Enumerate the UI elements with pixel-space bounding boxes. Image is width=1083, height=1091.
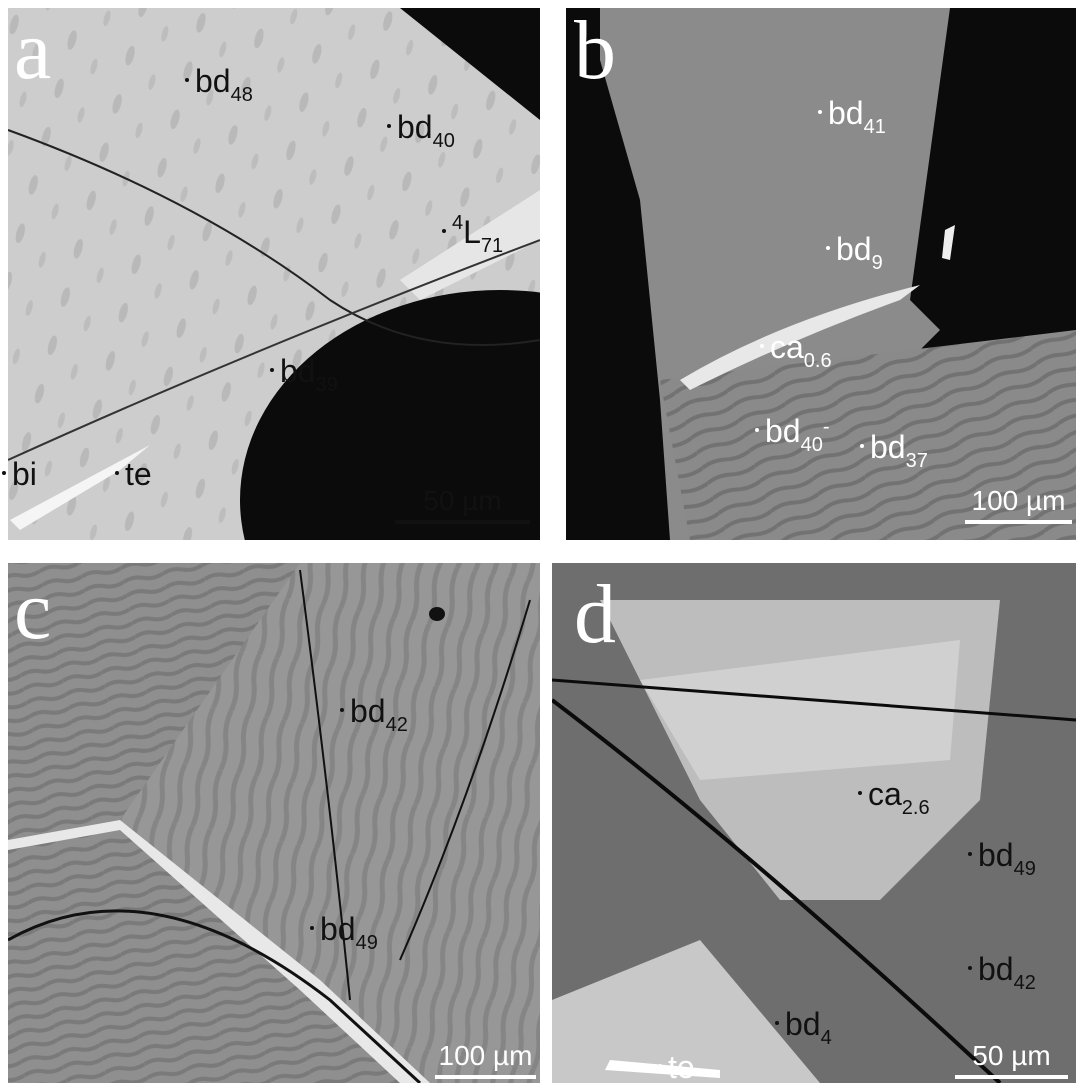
point-marker — [387, 124, 391, 128]
point-marker — [185, 78, 189, 82]
label-superscript: - — [823, 416, 830, 438]
panel-letter: c — [14, 564, 51, 657]
scale-bar — [435, 1075, 536, 1079]
label-subscript: 40 — [801, 434, 823, 456]
label-base: ca — [770, 329, 804, 365]
label-base: te — [125, 456, 152, 492]
panel-letter: a — [14, 4, 51, 97]
label-subscript: 42 — [1014, 972, 1036, 994]
panel-letter: b — [574, 4, 616, 97]
panel-d-image — [552, 563, 1076, 1083]
label-base: ca — [868, 776, 902, 812]
label-base: bd — [836, 231, 872, 267]
label-subscript: 9 — [872, 252, 883, 274]
label-base: bd — [280, 353, 316, 389]
label-subscript: 40 — [433, 130, 455, 152]
phase-label: te — [668, 1049, 695, 1085]
point-marker — [115, 471, 119, 475]
scale-label: 50 µm — [972, 1040, 1050, 1071]
point-marker — [760, 344, 764, 348]
label-base: bd — [397, 109, 433, 145]
point-marker — [968, 966, 972, 970]
label-subscript: 0.6 — [804, 350, 832, 372]
label-base: bd — [978, 837, 1014, 873]
label-base: bd — [350, 693, 386, 729]
point-marker — [442, 229, 446, 233]
point-marker — [818, 110, 822, 114]
label-base: bd — [195, 63, 231, 99]
label-subscript: 37 — [906, 450, 928, 472]
point-marker — [860, 444, 864, 448]
label-base: bd — [765, 413, 801, 449]
panel-b-image — [566, 8, 1076, 540]
point-marker — [270, 368, 274, 372]
label-base: bd — [828, 95, 864, 131]
scale-bar — [965, 520, 1072, 524]
scale-label: 50 µm — [423, 485, 501, 516]
label-subscript: 49 — [1014, 858, 1036, 880]
label-subscript: 39 — [316, 374, 338, 396]
scale-bar — [955, 1075, 1068, 1079]
label-subscript: 71 — [481, 235, 503, 257]
label-base: bd — [320, 911, 356, 947]
point-marker — [310, 926, 314, 930]
label-subscript: 4 — [821, 1027, 832, 1049]
label-superscript: 4 — [452, 212, 463, 234]
point-marker — [755, 428, 759, 432]
scale-label: 100 µm — [439, 1040, 533, 1071]
label-base: bd — [870, 429, 906, 465]
panel-c-image — [8, 563, 540, 1083]
label-base: L — [463, 214, 481, 250]
point-marker — [2, 471, 6, 475]
label-subscript: 41 — [864, 116, 886, 138]
label-base: bi — [12, 456, 37, 492]
point-marker — [968, 852, 972, 856]
label-subscript: 42 — [386, 714, 408, 736]
point-marker — [775, 1021, 779, 1025]
point-marker — [858, 791, 862, 795]
label-base: bd — [785, 1006, 821, 1042]
point-marker — [826, 246, 830, 250]
panel-letter: d — [574, 568, 616, 661]
label-subscript: 2.6 — [902, 797, 930, 819]
label-subscript: 48 — [231, 84, 253, 106]
point-marker — [658, 1064, 662, 1068]
point-marker — [340, 708, 344, 712]
label-base: te — [668, 1049, 695, 1085]
scale-label: 100 µm — [972, 485, 1066, 516]
label-subscript: 49 — [356, 932, 378, 954]
phase-label: te — [125, 456, 152, 492]
label-base: bd — [978, 951, 1014, 987]
scale-bar — [395, 520, 530, 524]
phase-label: bi — [12, 456, 37, 492]
figure: abd48bd404L71bd39bite50 µmbbd41bd9ca0.6b… — [0, 0, 1083, 1091]
